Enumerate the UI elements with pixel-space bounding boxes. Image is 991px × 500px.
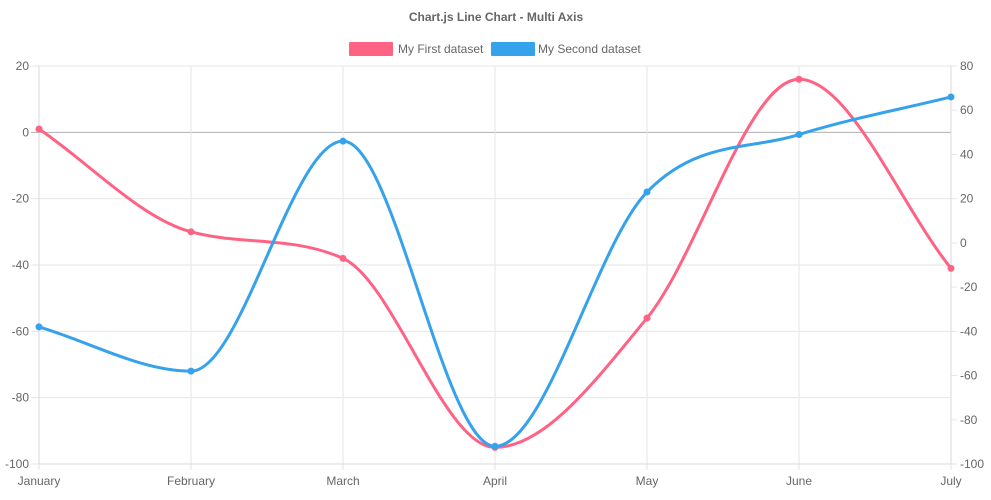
series-line-2 — [37, 95, 953, 448]
x-tick-label: March — [326, 474, 359, 488]
data-point-series-1[interactable] — [339, 254, 347, 262]
x-tick-label: June — [786, 474, 812, 488]
chart-title: Chart.js Line Chart - Multi Axis — [409, 10, 584, 24]
y-right-tick-label: 20 — [960, 192, 974, 206]
grid-lines — [31, 65, 957, 470]
y-right-tick-label: -20 — [960, 280, 978, 294]
data-point-series-2[interactable] — [795, 131, 803, 139]
axis-ticks: 20 0 -20 -40 -60 -80 -100 80 60 40 20 0 -20 -40 -60 -80… — [5, 59, 984, 488]
series-points — [35, 75, 955, 451]
y-left-tick-label: -100 — [5, 457, 29, 471]
x-tick-label: April — [483, 474, 507, 488]
y-right-tick-label: -100 — [960, 457, 984, 471]
y-left-tick-label: -40 — [12, 258, 30, 272]
data-point-series-1[interactable] — [947, 264, 955, 272]
y-left-tick-label: 0 — [22, 125, 29, 139]
y-right-tick-label: 60 — [960, 103, 974, 117]
legend-label-first-dataset: My First dataset — [398, 42, 484, 56]
y-right-tick-label: -80 — [960, 413, 978, 427]
data-point-series-2[interactable] — [35, 323, 43, 331]
y-right-tick-label: 0 — [960, 236, 967, 250]
data-point-series-2[interactable] — [187, 367, 195, 375]
y-right-tick-label: 40 — [960, 147, 974, 161]
x-tick-label: May — [636, 474, 659, 488]
x-tick-label: February — [167, 474, 215, 488]
data-point-series-1[interactable] — [795, 75, 803, 83]
data-point-series-1[interactable] — [643, 314, 651, 322]
data-point-series-2[interactable] — [491, 442, 499, 450]
data-point-series-1[interactable] — [35, 125, 43, 133]
x-tick-label: July — [940, 474, 961, 488]
y-right-tick-label: -40 — [960, 324, 978, 338]
data-point-series-2[interactable] — [339, 137, 347, 145]
y-right-tick-label: 80 — [960, 59, 974, 73]
legend-item-first-dataset[interactable]: My First dataset — [349, 42, 484, 56]
data-point-series-1[interactable] — [187, 228, 195, 236]
legend-swatch-second-dataset — [491, 42, 535, 56]
data-point-series-2[interactable] — [643, 188, 651, 196]
legend-item-second-dataset[interactable]: My Second dataset — [491, 42, 641, 56]
data-point-series-2[interactable] — [947, 93, 955, 101]
y-left-tick-label: 20 — [16, 59, 30, 73]
legend: My First dataset My Second dataset — [349, 42, 641, 56]
y-left-tick-label: -80 — [12, 391, 30, 405]
x-tick-label: January — [18, 474, 61, 488]
legend-swatch-first-dataset — [349, 42, 393, 56]
y-left-tick-label: -60 — [12, 324, 30, 338]
y-left-tick-label: -20 — [12, 192, 30, 206]
y-right-tick-label: -60 — [960, 369, 978, 383]
legend-label-second-dataset: My Second dataset — [538, 42, 641, 56]
